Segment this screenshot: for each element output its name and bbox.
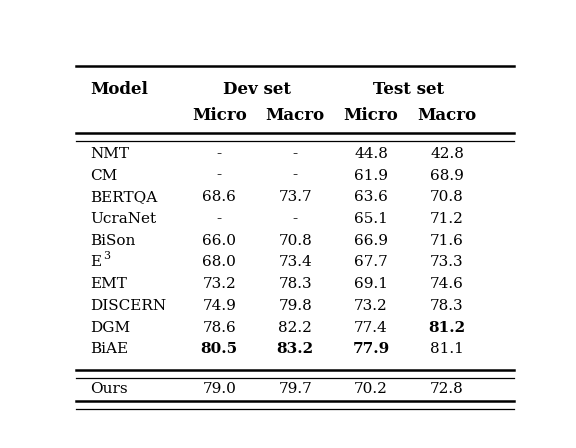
Text: 79.7: 79.7 — [278, 382, 312, 396]
Text: 81.2: 81.2 — [429, 321, 465, 335]
Text: 68.0: 68.0 — [202, 255, 236, 269]
Text: 80.5: 80.5 — [201, 342, 238, 357]
Text: -: - — [217, 212, 222, 226]
Text: 77.4: 77.4 — [354, 321, 388, 335]
Text: -: - — [217, 168, 222, 182]
Text: 72.8: 72.8 — [430, 382, 464, 396]
Text: 44.8: 44.8 — [354, 147, 388, 161]
Text: CM: CM — [90, 168, 117, 182]
Text: 61.9: 61.9 — [354, 168, 388, 182]
Text: 73.7: 73.7 — [278, 190, 312, 204]
Text: 42.8: 42.8 — [430, 147, 464, 161]
Text: -: - — [293, 212, 298, 226]
Text: -: - — [293, 147, 298, 161]
Text: 78.6: 78.6 — [202, 321, 236, 335]
Text: BERTQA: BERTQA — [90, 190, 157, 204]
Text: Macro: Macro — [266, 108, 325, 125]
Text: -: - — [293, 168, 298, 182]
Text: 3: 3 — [103, 250, 111, 261]
Text: DISCERN: DISCERN — [90, 299, 166, 313]
Text: 74.6: 74.6 — [430, 277, 464, 291]
Text: 73.2: 73.2 — [354, 299, 388, 313]
Text: Test set: Test set — [373, 82, 445, 99]
Text: Dev set: Dev set — [223, 82, 291, 99]
Text: 74.9: 74.9 — [202, 299, 236, 313]
Text: 69.1: 69.1 — [354, 277, 388, 291]
Text: 70.8: 70.8 — [430, 190, 464, 204]
Text: 70.2: 70.2 — [354, 382, 388, 396]
Text: DGM: DGM — [90, 321, 130, 335]
Text: Model: Model — [90, 82, 147, 99]
Text: 66.9: 66.9 — [354, 234, 388, 248]
Text: BiAE: BiAE — [90, 342, 128, 357]
Text: 63.6: 63.6 — [354, 190, 388, 204]
Text: 71.6: 71.6 — [430, 234, 464, 248]
Text: 65.1: 65.1 — [354, 212, 388, 226]
Text: 68.6: 68.6 — [202, 190, 236, 204]
Text: Ours: Ours — [90, 382, 127, 396]
Text: NMT: NMT — [90, 147, 129, 161]
Text: 83.2: 83.2 — [276, 342, 314, 357]
Text: 73.4: 73.4 — [278, 255, 312, 269]
Text: 81.1: 81.1 — [430, 342, 464, 357]
Text: EMT: EMT — [90, 277, 127, 291]
Text: 67.7: 67.7 — [354, 255, 388, 269]
Text: 78.3: 78.3 — [278, 277, 312, 291]
Text: Macro: Macro — [418, 108, 476, 125]
Text: 73.3: 73.3 — [430, 255, 464, 269]
Text: BiSon: BiSon — [90, 234, 135, 248]
Text: UcraNet: UcraNet — [90, 212, 156, 226]
Text: E: E — [90, 255, 101, 269]
Text: 79.0: 79.0 — [202, 382, 236, 396]
Text: 78.3: 78.3 — [430, 299, 464, 313]
Text: 66.0: 66.0 — [202, 234, 236, 248]
Text: 68.9: 68.9 — [430, 168, 464, 182]
Text: 70.8: 70.8 — [278, 234, 312, 248]
Text: 71.2: 71.2 — [430, 212, 464, 226]
Text: Micro: Micro — [344, 108, 399, 125]
Text: Micro: Micro — [192, 108, 247, 125]
Text: 73.2: 73.2 — [202, 277, 236, 291]
Text: 79.8: 79.8 — [278, 299, 312, 313]
Text: 77.9: 77.9 — [353, 342, 390, 357]
Text: -: - — [217, 147, 222, 161]
Text: 82.2: 82.2 — [278, 321, 312, 335]
